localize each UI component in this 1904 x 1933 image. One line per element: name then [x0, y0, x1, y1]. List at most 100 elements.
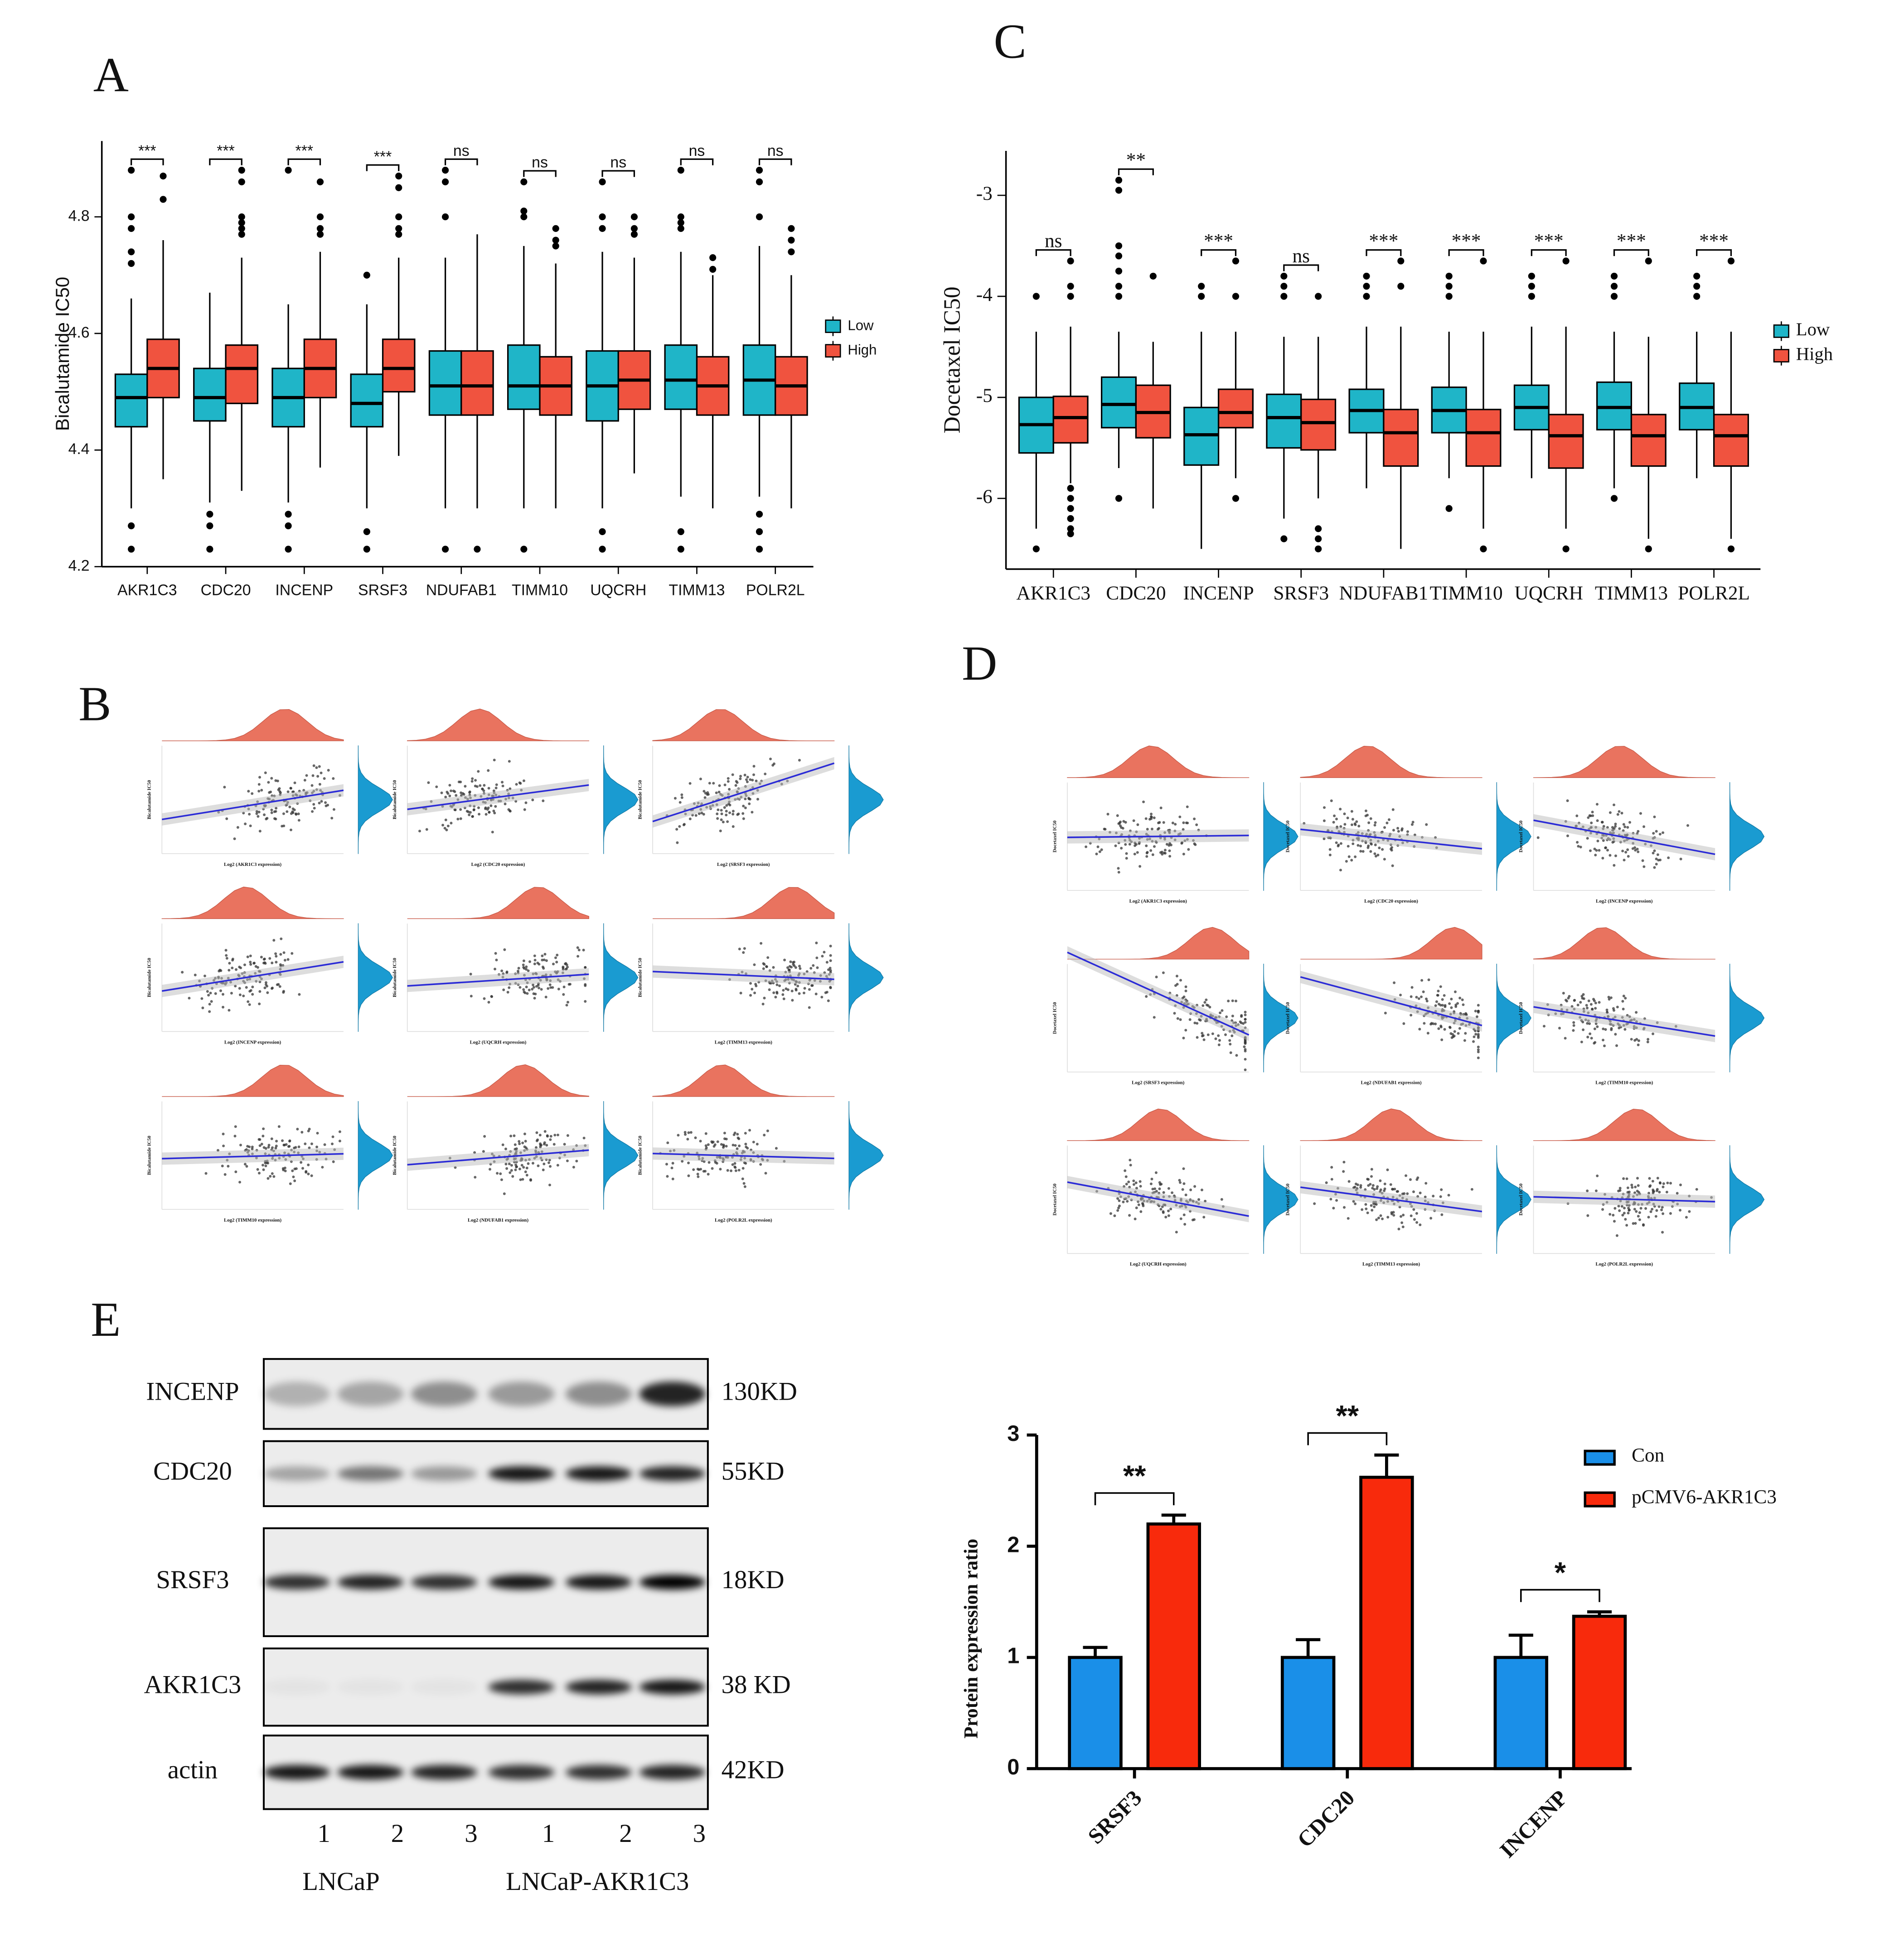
scatter-point: [533, 996, 536, 1000]
scatter-point: [477, 806, 480, 809]
scatter-point: [1653, 849, 1656, 852]
scatter-point: [1371, 1184, 1375, 1187]
scatter-point: [235, 968, 237, 971]
scatter-point: [1653, 866, 1656, 869]
density-top: [1300, 927, 1483, 960]
scatter-point: [1171, 1191, 1174, 1194]
density-right: [1496, 782, 1531, 891]
scatter-point: [774, 995, 777, 999]
scatter-point: [1566, 834, 1569, 837]
scatter-point: [746, 776, 749, 778]
density-top: [407, 887, 589, 919]
scatter-point: [291, 952, 294, 955]
scatter-point: [786, 988, 790, 991]
scatter-point: [737, 1169, 741, 1172]
scatter-point: [290, 828, 292, 831]
scatter-point: [1109, 1212, 1112, 1215]
scatter-point: [1397, 830, 1400, 833]
scatter-point: [535, 985, 538, 988]
scatter-point: [1167, 1209, 1170, 1213]
scatter-point: [525, 986, 528, 989]
scatter-point: [1450, 1006, 1453, 1009]
blot-band: [263, 1680, 330, 1695]
scatter-point: [1623, 1028, 1627, 1031]
scatter-point: [1638, 1211, 1641, 1214]
x-axis-label: Log2 (TIMM10 expression): [224, 1218, 282, 1223]
significance-bracket: [1035, 249, 1071, 256]
outlier: [520, 213, 528, 221]
scatter-point: [293, 1179, 296, 1182]
scatter-point: [246, 1145, 249, 1148]
blot-band: [337, 1680, 404, 1695]
scatter-point: [816, 966, 819, 969]
scatter-point: [471, 815, 474, 818]
scatter-point: [1391, 1188, 1395, 1191]
scatter-point: [1150, 1178, 1153, 1181]
scatter-point: [245, 1165, 248, 1168]
scatter-point: [1461, 998, 1464, 1001]
scatter-point: [481, 788, 484, 791]
outlier: [709, 266, 717, 273]
scatter-point: [1474, 1010, 1477, 1013]
scatter-point: [1395, 1190, 1399, 1193]
density-right: [1263, 964, 1298, 1072]
scatter-point: [489, 804, 493, 807]
scatter-point: [689, 1131, 693, 1134]
significance-bracket: [1307, 1432, 1388, 1445]
scatter-point: [704, 1132, 707, 1135]
density-top: [652, 709, 834, 741]
scatter-point: [1654, 1215, 1657, 1218]
scatter-point: [718, 784, 721, 787]
scatter-point: [270, 808, 273, 812]
legend-swatch: [825, 344, 841, 358]
scatter-point: [1369, 817, 1372, 820]
scatter-point: [464, 785, 467, 788]
scatter-point: [720, 809, 723, 812]
scatter-point: [478, 812, 481, 816]
scatter-point: [1124, 843, 1127, 846]
scatter-point: [338, 1130, 341, 1133]
scatter-point: [257, 790, 261, 793]
scatter-point: [491, 831, 494, 834]
scatter-point: [282, 991, 285, 994]
scatter-point: [1413, 1218, 1416, 1221]
blot-band: [565, 1466, 632, 1481]
scatter-point: [1139, 1180, 1142, 1183]
scatter-point: [1183, 1223, 1187, 1226]
outlier: [1645, 257, 1652, 265]
scatter-point: [785, 987, 788, 991]
scatter-point: [1655, 830, 1658, 833]
scatter-point: [1441, 998, 1444, 1001]
scatter-point: [802, 991, 805, 995]
scatter-point: [1159, 1208, 1163, 1211]
panel: Log2 (AKR1C3 expression)Docetaxel IC50Lo…: [1052, 745, 1765, 1267]
regression-line: [407, 784, 589, 810]
scatter-point: [470, 995, 473, 998]
protein-label: SRSF3: [156, 1566, 229, 1594]
scatter-point: [707, 1161, 711, 1164]
scatter-point: [1379, 1214, 1382, 1217]
scatter-point: [305, 1171, 308, 1174]
significance-bracket: [366, 164, 400, 171]
scatter-point: [1202, 1038, 1206, 1041]
scatter-point: [1194, 843, 1197, 846]
scatter-point: [1390, 849, 1393, 852]
scatter-point: [744, 1131, 747, 1135]
scatter-point: [1396, 826, 1400, 830]
scatter-point: [1122, 820, 1125, 823]
scatter-point: [738, 947, 741, 951]
scatter-point: [1631, 1186, 1634, 1189]
scatter-point: [1135, 1206, 1138, 1209]
scatter-point: [1157, 822, 1160, 825]
scatter-point: [680, 793, 683, 796]
scatter-point: [1464, 1012, 1468, 1015]
scatter-point: [1564, 1037, 1567, 1040]
scatter-point: [1124, 1175, 1128, 1178]
scatter-point: [1332, 821, 1335, 824]
blot-band: [565, 1765, 632, 1780]
scatter-point: [262, 1135, 265, 1138]
scatter-point: [1139, 865, 1142, 868]
scatter-point: [1457, 1032, 1460, 1035]
scatter-point: [1168, 855, 1172, 858]
outlier: [1115, 293, 1123, 300]
